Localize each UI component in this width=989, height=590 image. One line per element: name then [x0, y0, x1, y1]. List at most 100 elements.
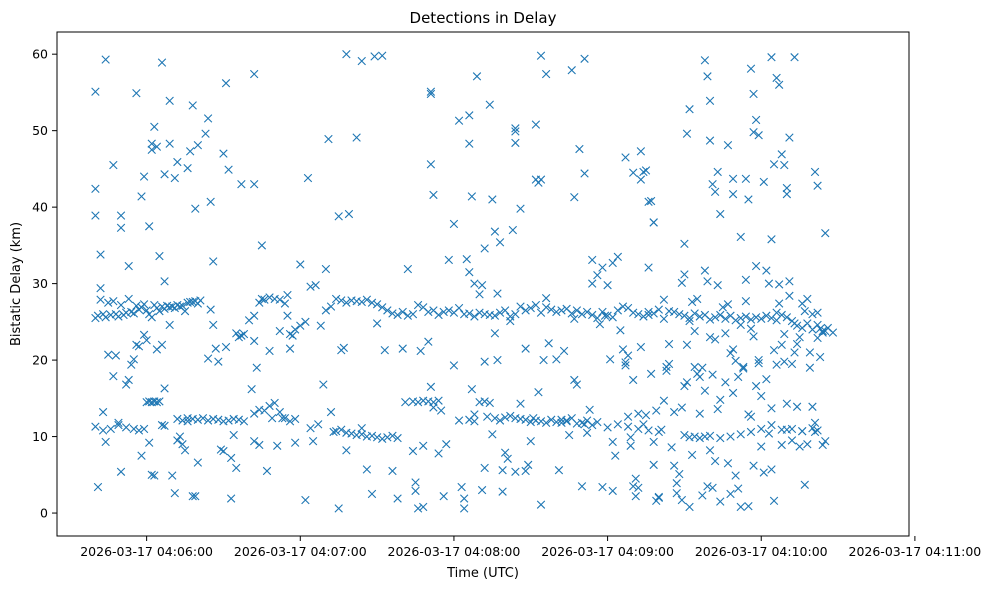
- data-point: [672, 488, 681, 498]
- data-point: [547, 305, 556, 314]
- data-point: [495, 308, 505, 317]
- data-point: [767, 53, 776, 62]
- data-point: [342, 49, 351, 59]
- data-point: [772, 360, 781, 369]
- data-point: [762, 266, 771, 275]
- data-point: [321, 264, 331, 274]
- data-point: [639, 167, 648, 177]
- data-point: [483, 412, 492, 421]
- data-point: [173, 157, 182, 167]
- data-point: [713, 404, 722, 414]
- data-point: [570, 193, 579, 202]
- data-point: [582, 428, 592, 437]
- data-point: [439, 492, 448, 501]
- data-point: [173, 414, 182, 424]
- data-point: [682, 129, 692, 138]
- data-point: [211, 344, 220, 353]
- data-point: [290, 325, 300, 334]
- data-point: [457, 482, 466, 492]
- data-point: [257, 294, 267, 304]
- data-point: [306, 423, 315, 433]
- data-point: [713, 167, 722, 177]
- data-point: [193, 141, 203, 150]
- data-point: [511, 127, 520, 136]
- data-point: [303, 173, 313, 183]
- data-point: [157, 58, 167, 67]
- data-point: [470, 312, 479, 321]
- data-point: [134, 426, 144, 435]
- data-point: [634, 483, 643, 493]
- data-point: [252, 363, 261, 372]
- data-point: [203, 416, 213, 425]
- data-point: [337, 296, 346, 305]
- data-point: [237, 331, 246, 340]
- data-point: [631, 474, 640, 483]
- data-point: [416, 346, 425, 356]
- data-point: [559, 346, 569, 356]
- data-point: [372, 300, 382, 309]
- data-point: [798, 427, 807, 436]
- data-point: [821, 228, 830, 238]
- data-point: [767, 235, 776, 244]
- data-point: [91, 87, 100, 96]
- data-point: [659, 314, 669, 323]
- data-point: [685, 105, 694, 114]
- data-point: [91, 211, 100, 220]
- data-point: [680, 381, 689, 391]
- data-point: [214, 357, 223, 366]
- data-point: [731, 356, 740, 366]
- data-point: [608, 437, 617, 447]
- data-point: [746, 315, 756, 324]
- data-point: [751, 381, 761, 391]
- data-point: [616, 326, 625, 335]
- data-point: [378, 303, 387, 312]
- data-point: [815, 352, 825, 362]
- data-point: [216, 445, 226, 454]
- data-point: [329, 427, 338, 437]
- data-point: [690, 309, 699, 318]
- data-point: [150, 122, 159, 132]
- data-point: [352, 133, 361, 142]
- data-point: [805, 348, 815, 357]
- data-point: [160, 170, 169, 179]
- data-point: [618, 302, 628, 311]
- y-tick-label: 50: [32, 123, 48, 138]
- data-point: [721, 378, 730, 387]
- data-point: [757, 442, 766, 451]
- data-point: [646, 369, 656, 379]
- data-point: [608, 258, 617, 268]
- data-point: [767, 420, 776, 430]
- data-point: [470, 417, 479, 426]
- data-point: [521, 466, 530, 476]
- data-point: [741, 275, 751, 284]
- data-point: [91, 422, 100, 431]
- data-point: [577, 418, 587, 427]
- data-point: [780, 357, 789, 366]
- data-point: [206, 197, 215, 206]
- data-point: [613, 420, 623, 429]
- data-point: [201, 129, 210, 138]
- data-point: [506, 411, 515, 421]
- data-point: [337, 425, 346, 434]
- data-point: [554, 466, 564, 475]
- data-point: [165, 320, 174, 330]
- data-point: [493, 355, 502, 365]
- data-point: [682, 378, 692, 387]
- data-point: [511, 467, 520, 476]
- data-point: [188, 492, 197, 501]
- data-point: [378, 51, 387, 60]
- data-point: [736, 430, 745, 439]
- data-point: [603, 280, 612, 290]
- data-point: [593, 313, 602, 323]
- data-point: [667, 443, 676, 452]
- data-point: [721, 314, 730, 323]
- data-point: [736, 320, 745, 330]
- data-point: [170, 173, 179, 183]
- data-point: [275, 326, 284, 336]
- data-point: [372, 319, 382, 328]
- data-point: [726, 349, 735, 358]
- data-point: [764, 279, 774, 288]
- data-point: [808, 310, 817, 319]
- data-point: [621, 358, 630, 367]
- data-point: [785, 277, 794, 286]
